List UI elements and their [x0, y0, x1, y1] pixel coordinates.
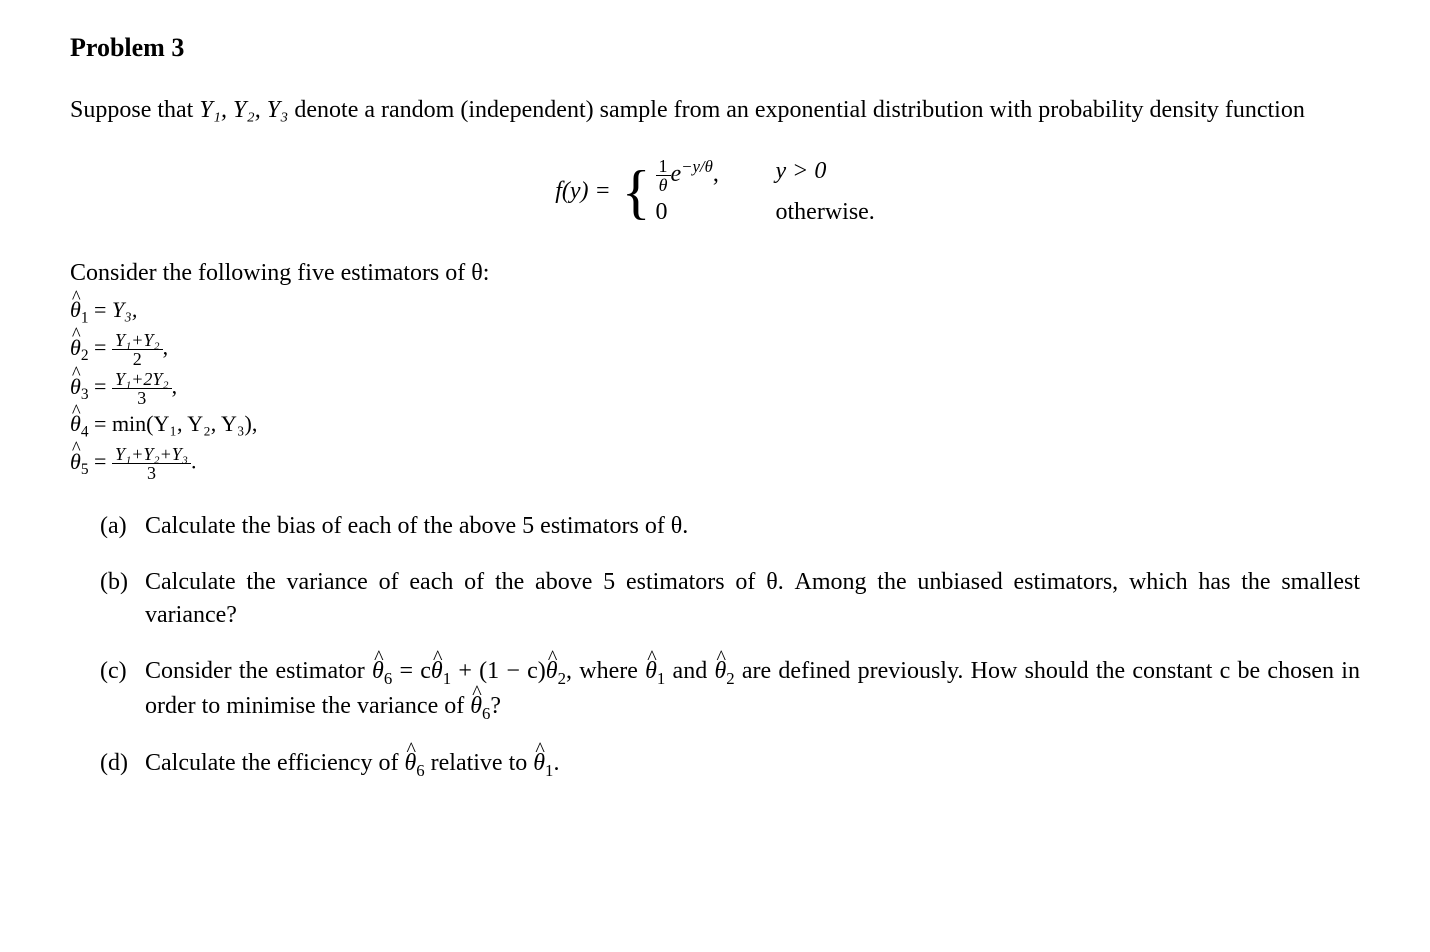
pdf-cases-container: { 1 θ e−y/θ, y > 0 0 otherwise. — [617, 153, 875, 232]
part-d-content: Calculate the efficiency of θ6 relative … — [145, 747, 1360, 782]
estimator-2: θ2 = Y₁+Y₂2, — [70, 331, 1360, 368]
theta1-rhs: Y₃, — [112, 297, 137, 322]
pdf-frac-den: θ — [656, 176, 671, 194]
pdf-comma: , — [713, 161, 719, 187]
theta2-num: Y₁+Y₂ — [112, 331, 163, 350]
part-b: (b) Calculate the variance of each of th… — [100, 566, 1360, 633]
part-c-text1: Consider the estimator — [145, 658, 372, 684]
pdf-case2: 0 otherwise. — [656, 196, 875, 230]
c-theta1-2: θ — [645, 655, 657, 689]
c-sub6-1: 6 — [384, 669, 392, 688]
part-c-text2: = c — [392, 658, 431, 684]
part-a-content: Calculate the bias of each of the above … — [145, 510, 1360, 544]
left-brace: { — [622, 162, 651, 222]
theta1-sub: 1 — [81, 310, 89, 327]
pdf-case1: 1 θ e−y/θ, y > 0 — [656, 155, 875, 194]
part-b-label: (b) — [100, 566, 145, 600]
intro-part1: Suppose that — [70, 97, 199, 123]
part-d-text1: Calculate the efficiency of — [145, 750, 404, 776]
part-d: (d) Calculate the efficiency of θ6 relat… — [100, 747, 1360, 782]
pdf-case1-cond: y > 0 — [776, 155, 827, 194]
c-sub2: 2 — [558, 669, 566, 688]
problem-title: Problem 3 — [70, 30, 1360, 66]
theta1-hat: θ — [70, 295, 81, 326]
consider-text: Consider the following five estimators o… — [70, 257, 1360, 291]
d-sub6: 6 — [416, 761, 424, 780]
theta5-sub: 5 — [81, 461, 89, 478]
theta4-sub: 4 — [81, 424, 89, 441]
part-c-text3: + (1 − c) — [451, 658, 546, 684]
theta5-eq: = — [89, 449, 112, 474]
part-b-content: Calculate the variance of each of the ab… — [145, 566, 1360, 633]
part-c-text5: and — [665, 658, 714, 684]
pdf-cases: 1 θ e−y/θ, y > 0 0 otherwise. — [656, 153, 875, 232]
c-sub2-2: 2 — [726, 669, 734, 688]
estimator-3: θ3 = Y₁+2Y₂3, — [70, 370, 1360, 407]
theta5-den: 3 — [112, 464, 191, 482]
theta2-den: 2 — [112, 350, 163, 368]
intro-text: Suppose that Y₁, Y₂, Y₃ denote a random … — [70, 94, 1360, 128]
theta4-rhs: min(Y₁, Y₂, Y₃), — [112, 411, 257, 436]
theta3-den: 3 — [112, 389, 172, 407]
parts-list: (a) Calculate the bias of each of the ab… — [70, 510, 1360, 783]
pdf-case1-value: 1 θ e−y/θ, — [656, 155, 756, 194]
theta1-eq: = — [89, 297, 112, 322]
pdf-lhs: f(y) = — [555, 178, 617, 204]
part-d-text2: relative to — [425, 750, 534, 776]
c-sub1: 1 — [443, 669, 451, 688]
theta5-num: Y₁+Y₂+Y₃ — [112, 445, 191, 464]
pdf-exp-e: e — [671, 161, 682, 187]
theta3-frac: Y₁+2Y₂3 — [112, 370, 172, 407]
part-c-text4: , where — [566, 658, 645, 684]
intro-vars: Y₁, Y₂, Y₃ — [199, 97, 288, 123]
pdf-frac-num: 1 — [656, 157, 671, 176]
part-d-text3: . — [553, 750, 559, 776]
part-c-text7: ? — [490, 693, 501, 719]
c-theta6-2: θ — [470, 690, 482, 724]
c-theta1: θ — [431, 655, 443, 689]
part-a-label: (a) — [100, 510, 145, 544]
pdf-exp-sup: −y/θ — [681, 157, 713, 176]
estimator-4: θ4 = min(Y₁, Y₂, Y₃), — [70, 409, 1360, 443]
theta2-frac: Y₁+Y₂2 — [112, 331, 163, 368]
c-theta2-2: θ — [714, 655, 726, 689]
part-a: (a) Calculate the bias of each of the ab… — [100, 510, 1360, 544]
c-theta2: θ — [546, 655, 558, 689]
theta2-hat: θ — [70, 333, 81, 364]
theta5-frac: Y₁+Y₂+Y₃3 — [112, 445, 191, 482]
part-d-label: (d) — [100, 747, 145, 781]
intro-part2: denote a random (independent) sample fro… — [288, 97, 1304, 123]
theta4-hat: θ — [70, 409, 81, 440]
theta3-sub: 3 — [81, 386, 89, 403]
estimator-5: θ5 = Y₁+Y₂+Y₃3. — [70, 445, 1360, 482]
theta5-hat: θ — [70, 447, 81, 478]
theta3-eq: = — [89, 374, 112, 399]
theta4-eq: = — [89, 411, 112, 436]
c-theta6-1: θ — [372, 655, 384, 689]
pdf-frac: 1 θ — [656, 157, 671, 194]
theta2-sub: 2 — [81, 347, 89, 364]
d-theta1: θ — [533, 747, 545, 781]
theta3-num: Y₁+2Y₂ — [112, 370, 172, 389]
part-c: (c) Consider the estimator θ6 = cθ1 + (1… — [100, 655, 1360, 726]
d-theta6: θ — [404, 747, 416, 781]
part-c-content: Consider the estimator θ6 = cθ1 + (1 − c… — [145, 655, 1360, 726]
theta2-eq: = — [89, 335, 112, 360]
pdf-case2-value: 0 — [656, 196, 756, 230]
pdf-equation: f(y) = { 1 θ e−y/θ, y > 0 0 otherwise. — [70, 153, 1360, 232]
theta3-hat: θ — [70, 372, 81, 403]
part-c-label: (c) — [100, 655, 145, 689]
pdf-case2-cond: otherwise. — [776, 196, 875, 230]
estimator-1: θ1 = Y₃, — [70, 295, 1360, 329]
